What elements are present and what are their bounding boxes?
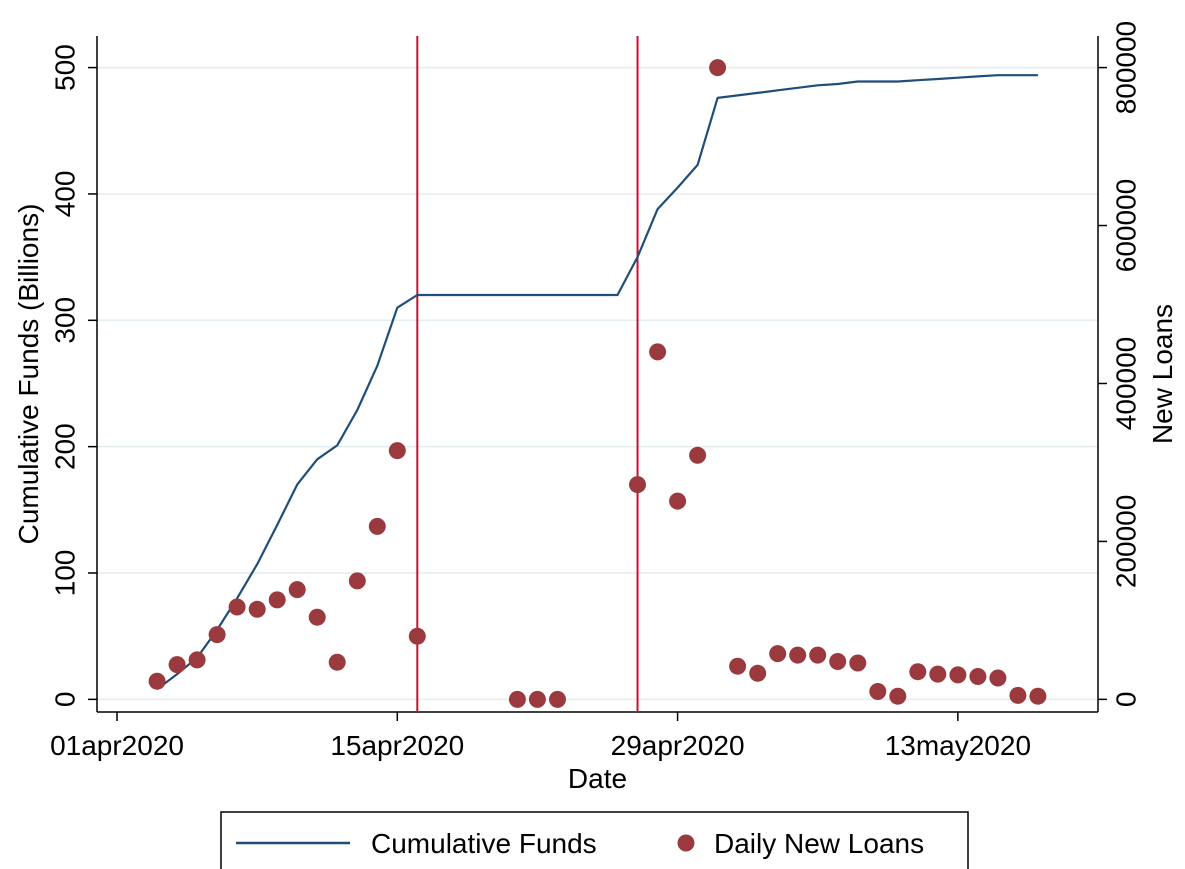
y-tick-label: 300	[49, 297, 80, 344]
point-daily-new-loans	[809, 646, 827, 664]
point-daily-new-loans	[649, 343, 667, 361]
x-ticks: 01apr2020 15apr2020 29apr2020 13may2020	[50, 712, 1031, 761]
point-daily-new-loans	[629, 476, 646, 494]
x-tick-label: 01apr2020	[50, 730, 184, 761]
point-daily-new-loans	[408, 627, 426, 645]
point-daily-new-loans	[729, 657, 747, 675]
point-daily-new-loans	[168, 656, 186, 674]
point-daily-new-loans	[849, 654, 867, 672]
y2-tick-label: 0	[1110, 692, 1141, 708]
point-daily-new-loans	[288, 581, 306, 599]
series-cumulative-funds	[156, 74, 1038, 691]
y2-tick-label: 600000	[1110, 179, 1141, 272]
legend-swatch-daily-new-loans	[677, 834, 695, 852]
line-cumulative-funds	[156, 74, 1038, 691]
point-daily-new-loans	[188, 651, 206, 669]
point-daily-new-loans	[689, 446, 707, 464]
point-daily-new-loans	[749, 664, 767, 682]
point-daily-new-loans	[1029, 687, 1047, 705]
point-daily-new-loans	[929, 665, 947, 683]
point-daily-new-loans	[669, 492, 687, 510]
y-tick-label: 100	[49, 550, 80, 597]
y2-tick-label: 400000	[1110, 337, 1141, 430]
point-daily-new-loans	[148, 672, 166, 690]
y-axis-title-left: Cumulative Funds (Billions)	[13, 204, 44, 545]
point-daily-new-loans	[308, 608, 326, 626]
point-daily-new-loans	[228, 598, 246, 616]
point-daily-new-loans	[388, 442, 406, 460]
point-daily-new-loans	[949, 666, 967, 684]
legend: Cumulative Funds Daily New Loans	[220, 811, 969, 869]
x-tick-label: 29apr2020	[611, 730, 745, 761]
point-daily-new-loans	[909, 663, 927, 681]
legend-box	[220, 811, 969, 869]
point-daily-new-loans	[869, 683, 887, 700]
series-daily-new-loans	[148, 59, 1047, 708]
y-tick-label: 0	[49, 692, 80, 708]
y-tick-label: 500	[49, 44, 80, 91]
point-daily-new-loans	[328, 653, 346, 671]
y-tick-label: 200	[49, 423, 80, 470]
point-daily-new-loans	[789, 646, 807, 664]
right-y-ticks: 0 200000 400000 600000 800000	[1098, 21, 1141, 707]
y2-tick-label: 800000	[1110, 21, 1141, 114]
point-daily-new-loans	[769, 645, 787, 663]
point-daily-new-loans	[528, 690, 546, 708]
point-daily-new-loans	[889, 687, 907, 705]
point-daily-new-loans	[368, 517, 386, 535]
point-daily-new-loans	[549, 690, 566, 708]
legend-label-daily-new-loans: Daily New Loans	[714, 828, 924, 859]
point-daily-new-loans	[989, 669, 1007, 687]
left-y-ticks: 0 100 200 300 400 500	[49, 44, 97, 707]
x-axis-title: Date	[568, 763, 627, 794]
y2-tick-label: 200000	[1110, 495, 1141, 588]
point-daily-new-loans	[248, 600, 266, 618]
point-daily-new-loans	[1009, 686, 1027, 704]
legend-label-cumulative-funds: Cumulative Funds	[371, 828, 597, 859]
point-daily-new-loans	[829, 653, 847, 670]
vertical-reference-lines	[416, 36, 639, 712]
point-daily-new-loans	[208, 626, 226, 644]
y-axis-title-right: New Loans	[1147, 304, 1178, 444]
gridlines	[97, 66, 1098, 701]
point-daily-new-loans	[709, 59, 727, 77]
y-tick-label: 400	[49, 171, 80, 218]
x-tick-label: 13may2020	[885, 730, 1031, 761]
x-tick-label: 15apr2020	[330, 730, 464, 761]
point-daily-new-loans	[348, 572, 366, 590]
point-daily-new-loans	[268, 591, 286, 609]
point-daily-new-loans	[508, 690, 526, 708]
point-daily-new-loans	[969, 668, 987, 685]
axes	[96, 36, 1099, 713]
